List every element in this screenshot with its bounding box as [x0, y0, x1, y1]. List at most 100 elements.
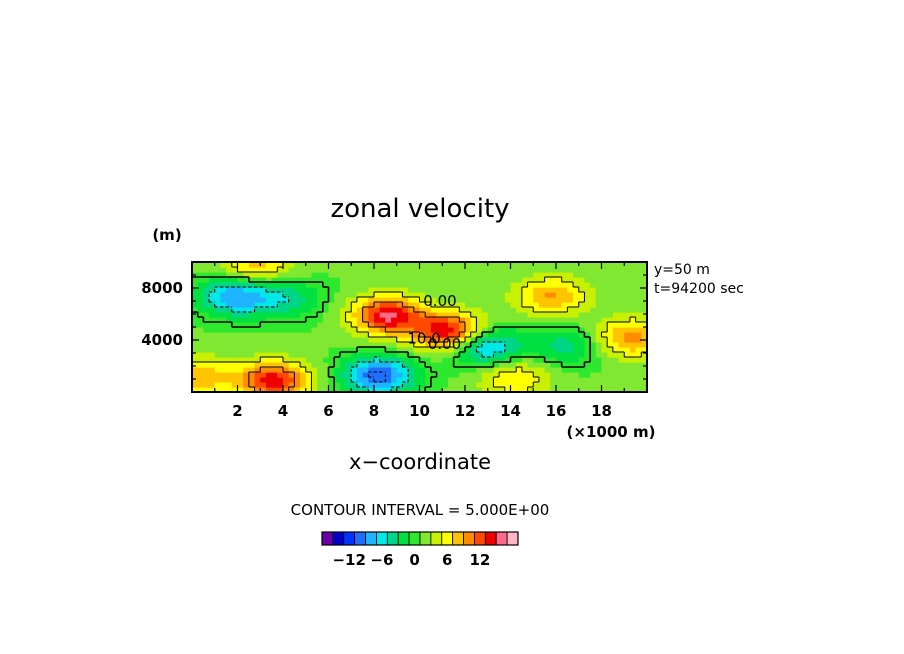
field-cell [385, 302, 392, 308]
field-cell [601, 307, 608, 313]
field-cell [510, 332, 517, 338]
field-cell [499, 262, 506, 268]
field-cell [419, 287, 426, 293]
field-cell [226, 332, 233, 338]
field-cell [544, 292, 551, 298]
field-cell [550, 327, 557, 333]
field-cell [362, 332, 369, 338]
field-cell [607, 272, 614, 278]
field-cell [300, 272, 307, 278]
field-cell [629, 372, 637, 378]
field-cell [538, 307, 546, 313]
field-cell [470, 307, 477, 313]
field-cell [288, 357, 295, 363]
field-cell [345, 327, 352, 333]
field-cell [629, 282, 637, 288]
field-cell [459, 312, 466, 318]
field-cell [635, 337, 642, 343]
field-cell [578, 277, 586, 283]
field-cell [476, 342, 483, 348]
field-cell [459, 352, 466, 358]
field-cell [283, 302, 290, 308]
field-cell [487, 287, 495, 293]
field-cell [317, 332, 324, 338]
field-cell [442, 262, 449, 268]
field-cell [260, 282, 267, 288]
field-cell [516, 292, 523, 298]
field-cell [618, 312, 625, 318]
field-cell [544, 377, 551, 383]
field-cell [192, 277, 199, 283]
field-cell [459, 267, 466, 273]
field-cell [413, 372, 421, 378]
field-cell [288, 332, 295, 338]
field-cell [612, 332, 620, 338]
field-cell [504, 322, 512, 328]
field-cell [470, 282, 477, 288]
field-cell [504, 372, 512, 378]
field-cell [197, 262, 204, 268]
field-cell [504, 292, 512, 298]
field-cell [322, 262, 330, 268]
field-cell [374, 297, 381, 303]
field-cell [618, 302, 625, 308]
field-cell [277, 267, 284, 273]
field-cell [573, 382, 580, 388]
field-cell [550, 362, 557, 368]
field-cell [521, 302, 529, 308]
field-cell [311, 352, 318, 358]
field-cell [544, 262, 551, 268]
field-cell [538, 282, 546, 288]
field-cell [510, 282, 517, 288]
field-cell [556, 322, 563, 328]
field-cell [374, 272, 381, 278]
field-cell [561, 312, 568, 318]
field-cell [499, 387, 506, 392]
x-tick-label: 6 [323, 402, 333, 420]
field-cell [527, 347, 534, 353]
field-cell [573, 352, 580, 358]
field-cell [578, 332, 586, 338]
field-cell [396, 357, 404, 363]
field-cell [413, 312, 421, 318]
field-cell [590, 372, 597, 378]
field-cell [345, 292, 352, 298]
field-cell [493, 352, 500, 358]
field-cell [590, 317, 597, 323]
field-cell [567, 297, 574, 303]
field-cell [436, 352, 443, 358]
field-cell [430, 337, 438, 343]
field-cell [339, 327, 347, 333]
field-cell [482, 287, 489, 293]
field-cell [470, 312, 477, 318]
field-cell [510, 272, 517, 278]
field-cell [322, 322, 330, 328]
field-cell [413, 317, 421, 323]
field-cell [641, 317, 647, 323]
field-cell [226, 367, 233, 373]
field-cell [533, 357, 540, 363]
field-cell [550, 297, 557, 303]
field-cell [391, 337, 398, 343]
field-cell [209, 387, 216, 392]
field-cell [641, 292, 647, 298]
field-cell [374, 347, 381, 353]
field-cell [311, 292, 318, 298]
field-cell [271, 337, 278, 343]
field-cell [601, 277, 608, 283]
field-cell [459, 367, 466, 373]
field-cell [516, 337, 523, 343]
field-cell [385, 382, 392, 388]
field-cell [362, 312, 369, 318]
field-cell [573, 297, 580, 303]
field-cell [368, 317, 375, 323]
field-cell [265, 377, 273, 383]
field-cell [260, 342, 267, 348]
field-cell [300, 372, 307, 378]
field-cell [396, 322, 404, 328]
field-cell [618, 372, 625, 378]
field-cell [385, 362, 392, 368]
field-cell [220, 332, 227, 338]
field-cell [231, 327, 239, 333]
field-cell [641, 302, 647, 308]
